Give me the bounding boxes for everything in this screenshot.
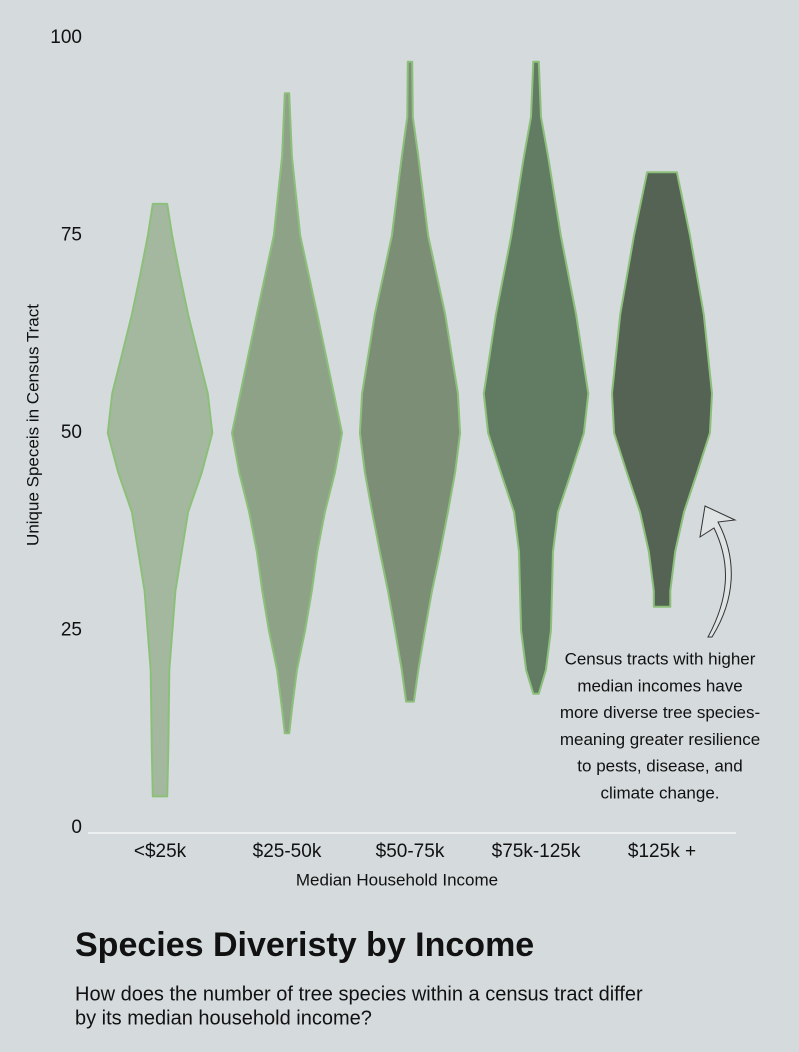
violin — [482, 60, 590, 695]
annotation: to pests, disease, and — [577, 757, 742, 776]
x-tick-label: $25-50k — [253, 841, 322, 862]
annotation: Census tracts with higher — [565, 649, 756, 668]
y-tick-label: 75 — [61, 225, 82, 246]
annotation: meaning greater resilience — [560, 730, 760, 749]
annotation: median incomes have — [577, 676, 742, 695]
annotation: more diverse tree species- — [560, 703, 760, 722]
x-tick-label: $50-75k — [376, 841, 445, 862]
x-axis-title: Median Household Income — [296, 870, 498, 889]
violin — [231, 92, 343, 735]
violin — [106, 202, 214, 798]
subtitle: by its median household income? — [75, 1007, 372, 1029]
x-tick-label: $125k + — [628, 841, 696, 862]
y-axis-title: Unique Speceis in Census Tract — [23, 304, 42, 546]
annotation-arrow — [699, 505, 737, 638]
y-tick-label: 0 — [71, 817, 82, 838]
annotation: climate change. — [600, 783, 719, 802]
violin — [611, 171, 713, 608]
x-tick-label: <$25k — [134, 841, 187, 862]
chart-title: Species Diveristy by Income — [75, 926, 534, 964]
y-tick-label: 25 — [61, 620, 82, 641]
y-tick-label: 100 — [50, 27, 82, 48]
y-tick-label: 50 — [61, 422, 82, 443]
violin — [358, 60, 462, 703]
x-tick-label: $75k-125k — [492, 841, 581, 862]
subtitle: How does the number of tree species with… — [75, 983, 643, 1005]
